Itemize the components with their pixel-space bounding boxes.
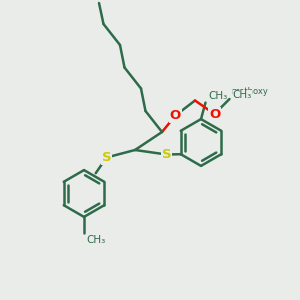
Text: CH₃: CH₃ xyxy=(86,235,106,245)
Text: S: S xyxy=(162,148,171,161)
Text: CH₃: CH₃ xyxy=(232,89,252,100)
Text: CH₃: CH₃ xyxy=(208,91,227,101)
Text: S: S xyxy=(102,151,111,164)
Text: methoxy: methoxy xyxy=(231,87,268,96)
Text: O: O xyxy=(170,109,181,122)
Text: O: O xyxy=(209,107,220,121)
